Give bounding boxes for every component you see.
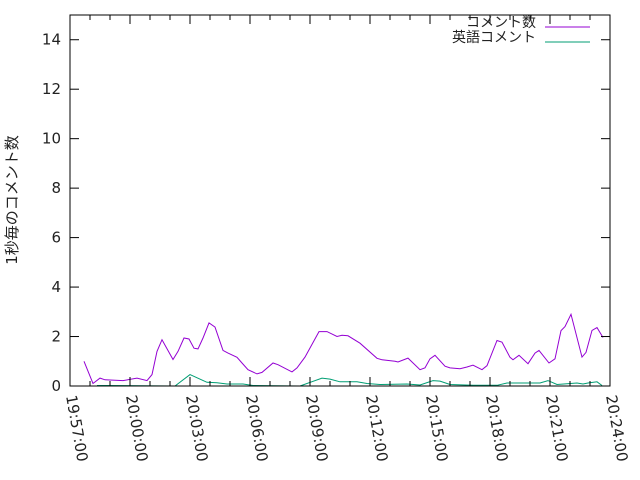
y-tick-label: 0	[51, 377, 61, 395]
x-tick-label: 20:21:00	[542, 394, 571, 463]
legend: コメント数 英語コメント	[452, 15, 590, 46]
legend-label-1: 英語コメント	[452, 29, 536, 46]
y-tick-label: 4	[51, 278, 61, 296]
y-tick-label: 2	[51, 328, 61, 346]
series-layer	[83, 312, 604, 387]
x-tick-label: 20:00:00	[122, 394, 151, 463]
x-tick-label: 20:15:00	[422, 394, 451, 463]
ticks-layer: 19:57:00 20:00:00 20:03:00 20:06:00 20:09:00…	[42, 15, 631, 463]
y-tick-label: 10	[42, 130, 61, 148]
series-line-0	[83, 312, 604, 385]
y-tick-label: 6	[51, 229, 61, 247]
plot-border	[69, 14, 611, 387]
y-tick-label: 14	[42, 31, 61, 49]
series-line-1	[97, 374, 603, 387]
x-tick-label: 20:09:00	[302, 394, 331, 463]
legend-label-0: コメント数	[466, 15, 536, 31]
x-tick-label: 20:24:00	[602, 394, 631, 463]
x-tick-label: 20:18:00	[482, 394, 511, 463]
y-tick-label: 12	[42, 80, 61, 98]
x-tick-label: 20:03:00	[182, 394, 211, 463]
x-tick-label: 20:06:00	[242, 394, 271, 463]
y-tick-label: 8	[51, 179, 61, 197]
x-tick-label: 20:12:00	[362, 394, 391, 463]
y-axis-label: 1秒毎のコメント数	[3, 135, 21, 265]
x-tick-label: 19:57:00	[62, 394, 91, 463]
